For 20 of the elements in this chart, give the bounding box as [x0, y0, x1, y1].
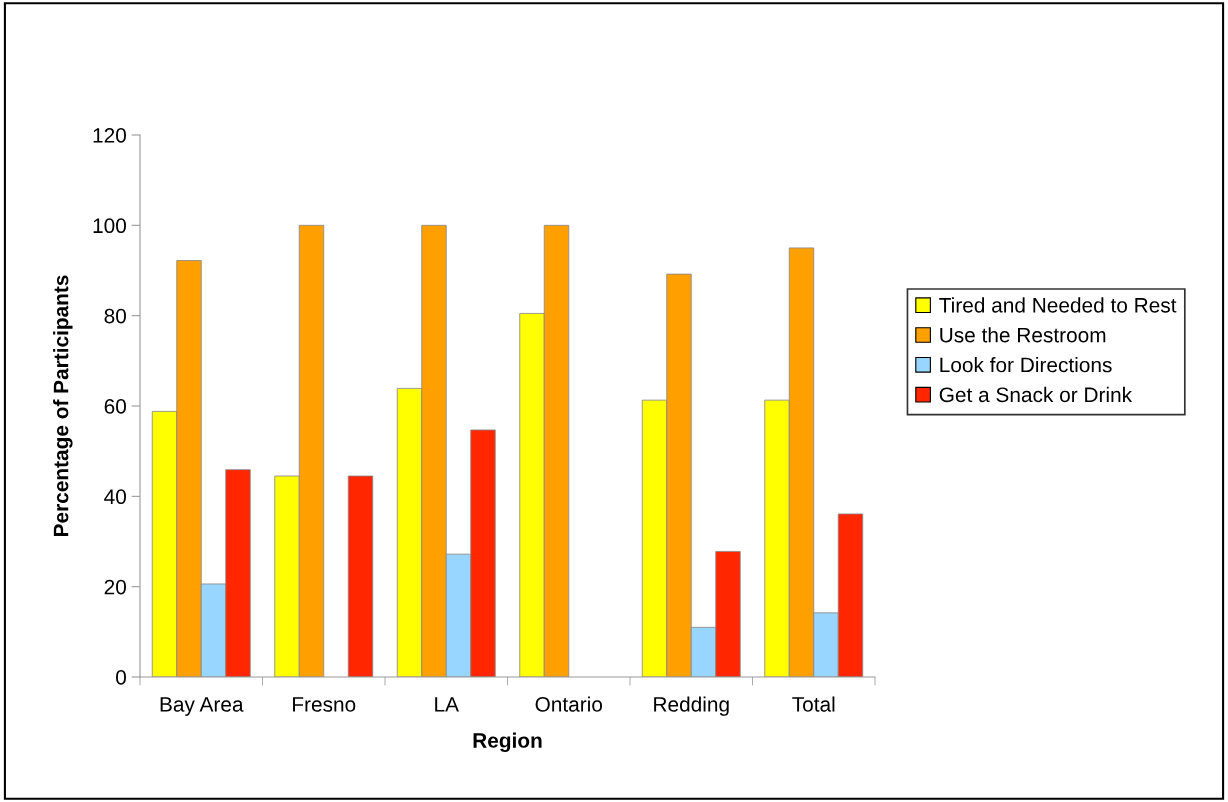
x-tick-label: Fresno: [293, 697, 356, 712]
legend-label: Get a Snack or Drink: [939, 386, 1133, 403]
x-tick-label: Bay Area: [160, 697, 244, 716]
legend-label: Look for Directions: [940, 357, 1112, 373]
x-tick-label: Total: [792, 696, 835, 712]
x-axis-title: Region: [473, 732, 542, 753]
y-tick-label: 40: [104, 489, 126, 505]
y-axis-title: Percentage of Participants: [53, 275, 73, 537]
y-tick-label: 60: [104, 399, 126, 414]
x-tick-label: LA: [435, 697, 459, 712]
bar: [347, 475, 374, 677]
y-tick-label: 100: [93, 218, 126, 234]
y-tick-label: 20: [104, 579, 126, 595]
y-tick-label: 80: [104, 308, 126, 324]
legend-label: Tired and Needed to Rest: [939, 297, 1177, 313]
legend-label: Use the Restroom: [940, 327, 1106, 343]
x-tick-label: Ontario: [535, 696, 603, 712]
y-tick-label: 0: [116, 670, 126, 685]
x-tick-label: Redding: [654, 696, 729, 716]
y-tick-label: 120: [93, 128, 126, 143]
